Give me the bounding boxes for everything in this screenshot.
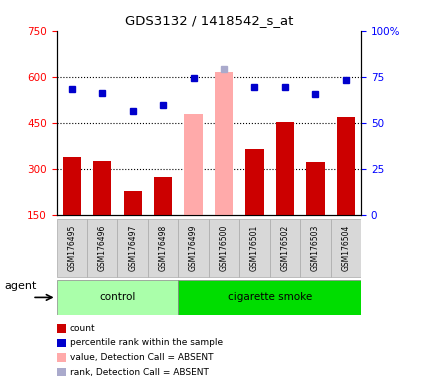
Bar — [123, 191, 141, 215]
Text: GSM176500: GSM176500 — [219, 225, 228, 271]
Text: GSM176501: GSM176501 — [250, 225, 258, 271]
Bar — [330, 219, 360, 277]
Bar — [184, 114, 202, 215]
Bar — [275, 122, 293, 215]
Text: value, Detection Call = ABSENT: value, Detection Call = ABSENT — [69, 353, 213, 362]
Text: rank, Detection Call = ABSENT: rank, Detection Call = ABSENT — [69, 367, 208, 377]
Bar — [239, 219, 269, 277]
Text: GSM176502: GSM176502 — [280, 225, 289, 271]
Text: GSM176496: GSM176496 — [98, 225, 106, 271]
Bar — [269, 219, 299, 277]
Bar — [117, 219, 148, 277]
Bar — [299, 219, 330, 277]
Text: GSM176499: GSM176499 — [189, 225, 197, 271]
Title: GDS3132 / 1418542_s_at: GDS3132 / 1418542_s_at — [124, 14, 293, 27]
Text: cigarette smoke: cigarette smoke — [227, 292, 311, 303]
Bar — [336, 118, 354, 215]
Text: GSM176504: GSM176504 — [341, 225, 349, 271]
Bar — [306, 162, 324, 215]
Bar — [56, 280, 178, 315]
Bar — [178, 280, 360, 315]
Bar — [87, 219, 117, 277]
Bar — [154, 177, 172, 215]
Bar — [214, 72, 233, 215]
Text: control: control — [99, 292, 135, 303]
Text: GSM176503: GSM176503 — [310, 225, 319, 271]
Text: GSM176497: GSM176497 — [128, 225, 137, 271]
Bar — [62, 157, 81, 215]
Bar — [208, 219, 239, 277]
Bar — [93, 161, 111, 215]
Bar — [56, 219, 87, 277]
Bar — [178, 219, 208, 277]
Text: agent: agent — [4, 281, 36, 291]
Text: percentile rank within the sample: percentile rank within the sample — [69, 338, 222, 348]
Text: GSM176498: GSM176498 — [158, 225, 167, 271]
Bar — [245, 149, 263, 215]
Text: GSM176495: GSM176495 — [67, 225, 76, 271]
Bar — [148, 219, 178, 277]
Text: count: count — [69, 324, 95, 333]
